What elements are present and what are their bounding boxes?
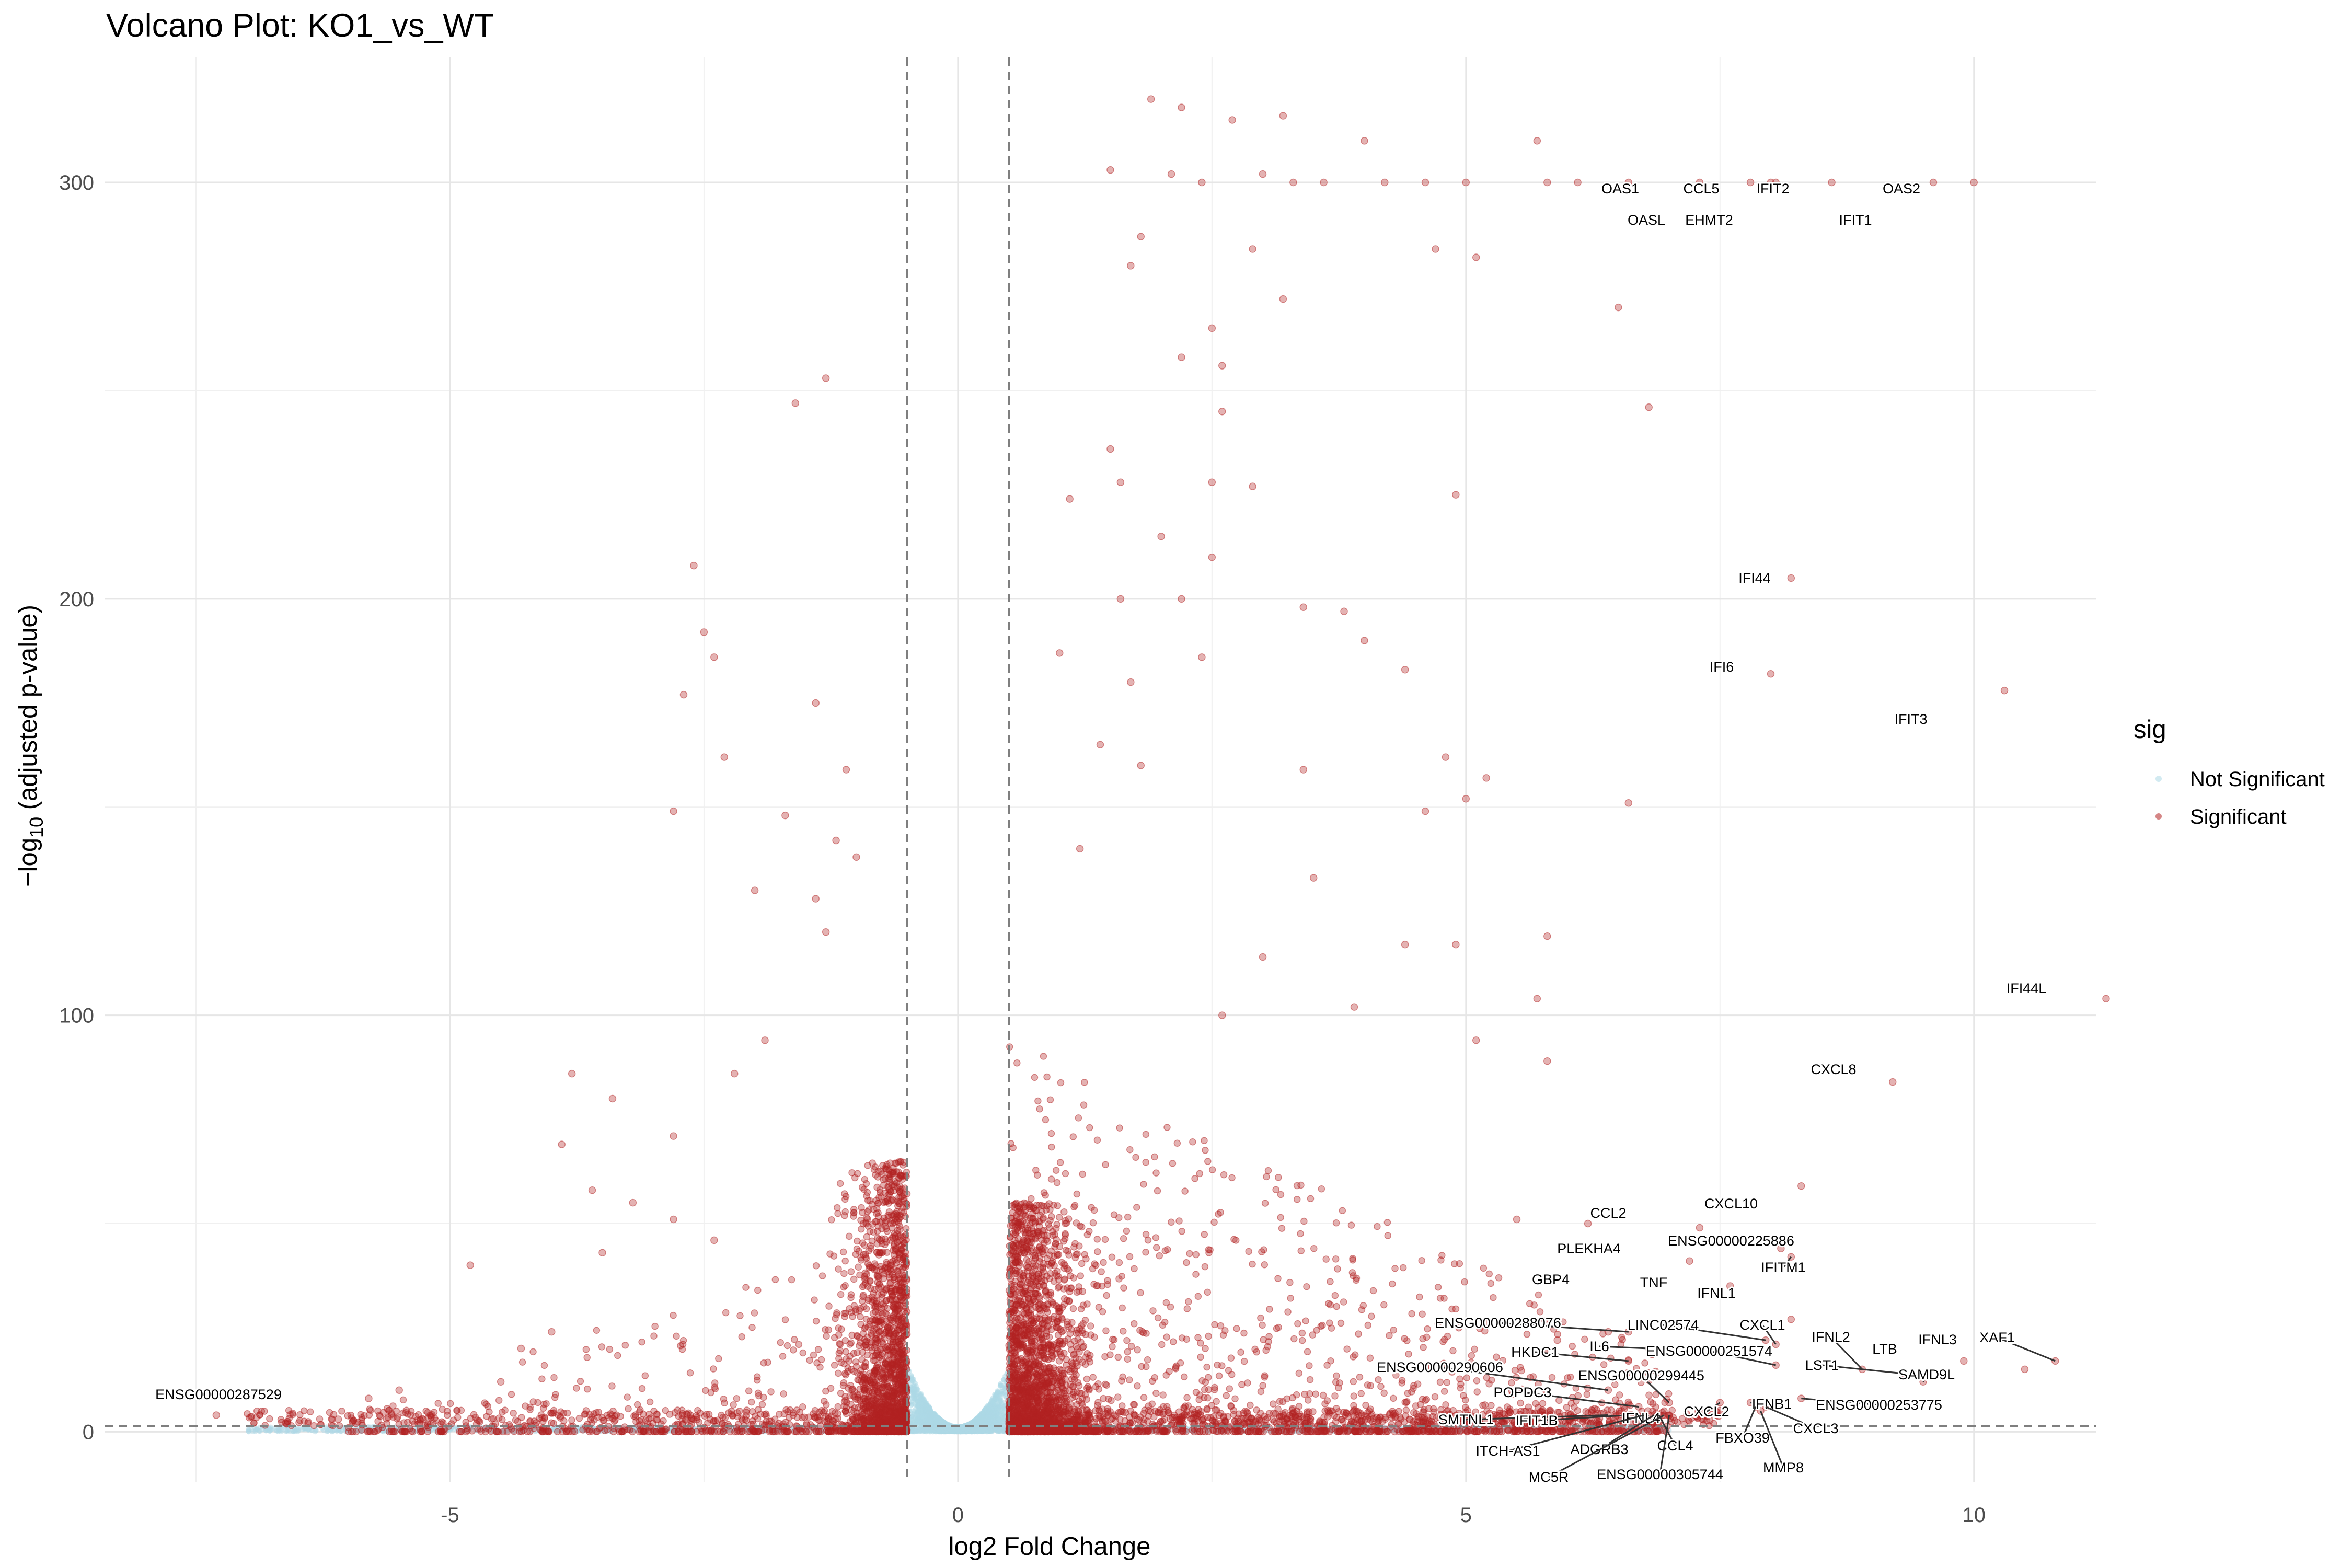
point (985, 1419, 990, 1425)
point (923, 1427, 929, 1433)
point (938, 1417, 944, 1423)
point (325, 1428, 331, 1434)
point (979, 1413, 985, 1419)
point (981, 1408, 987, 1413)
point (996, 1415, 1001, 1421)
point (993, 1392, 999, 1398)
point (291, 1429, 296, 1435)
point (245, 1427, 251, 1433)
point (1087, 1322, 1094, 1330)
point (255, 1426, 260, 1432)
grid (105, 57, 2096, 1482)
point (334, 1428, 340, 1434)
point (979, 1418, 985, 1424)
point (275, 1428, 281, 1434)
point (910, 1390, 916, 1396)
point (990, 1418, 996, 1424)
point (923, 1403, 928, 1409)
point (1055, 1214, 1063, 1221)
point (954, 1428, 960, 1434)
point (1054, 1202, 1062, 1209)
point (912, 1414, 918, 1420)
point (964, 1426, 970, 1432)
point (921, 1397, 927, 1402)
point (1083, 1375, 1091, 1383)
point (1094, 1248, 1101, 1255)
point (915, 1396, 920, 1401)
point (1124, 1355, 1132, 1363)
point (997, 1396, 1002, 1402)
point (985, 1403, 991, 1409)
point (974, 1429, 980, 1435)
point (909, 1396, 915, 1401)
point (972, 1419, 978, 1424)
point (914, 1403, 920, 1409)
point (910, 1385, 916, 1391)
point (267, 1428, 272, 1434)
point (1109, 1343, 1116, 1351)
point (996, 1428, 1002, 1434)
point (927, 1413, 933, 1419)
point (990, 1409, 996, 1415)
point (1098, 1268, 1105, 1275)
